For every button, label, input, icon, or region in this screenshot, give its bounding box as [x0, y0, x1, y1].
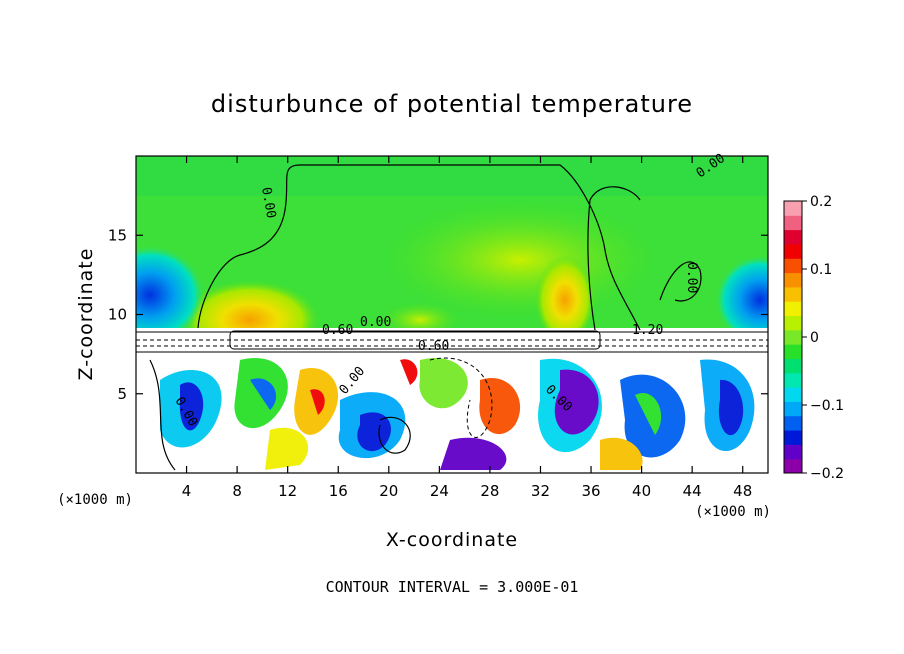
- x-tick-label: 4: [182, 482, 192, 500]
- colorbar-tick-label: −0.1: [810, 398, 844, 414]
- colorbar-swatch: [784, 372, 802, 388]
- colorbar-swatch: [784, 286, 802, 302]
- x-axis-label: X-coordinate: [386, 529, 518, 551]
- x-tick-label: 32: [531, 482, 550, 500]
- colorbar-swatch: [784, 201, 802, 216]
- heatmap-field: [136, 156, 768, 473]
- colorbar-ticks: 0.2 0.1 0 −0.1 −0.2: [802, 194, 844, 482]
- colorbar-swatch: [784, 430, 802, 445]
- contour-label: 0.60: [418, 339, 449, 354]
- x-tick-label: 36: [581, 482, 600, 500]
- x-tick-label: 16: [329, 482, 348, 500]
- x-tick-label: 24: [430, 482, 449, 500]
- contour-label: 1.20: [632, 323, 663, 338]
- colorbar-tick-label: 0: [810, 330, 819, 346]
- colorbar-swatch: [784, 415, 802, 431]
- colorbar: [783, 200, 803, 474]
- contour-label: 0.00: [360, 315, 391, 330]
- colorbar-swatch: [784, 401, 802, 417]
- colorbar-swatch: [784, 315, 802, 331]
- y-axis-ticks: 5 10 15: [108, 226, 768, 403]
- chart-title: disturbunce of potential temperature: [211, 90, 693, 118]
- colorbar-swatch: [784, 358, 802, 374]
- x-tick-label: 40: [632, 482, 651, 500]
- x-tick-label: 20: [379, 482, 398, 500]
- x-tick-label: 12: [278, 482, 297, 500]
- contour-interval-note: CONTOUR INTERVAL = 3.000E-01: [326, 578, 579, 596]
- x-axis-unit-right: (×1000 m): [695, 504, 771, 520]
- colorbar-swatch: [784, 258, 802, 274]
- colorbar-swatch: [784, 243, 802, 259]
- x-tick-label: 48: [733, 482, 752, 500]
- x-tick-label: 8: [232, 482, 242, 500]
- colorbar-swatch: [784, 329, 802, 345]
- x-axis-unit-left: (×1000 m): [57, 492, 133, 508]
- colorbar-swatch: [784, 344, 802, 359]
- colorbar-swatch: [784, 444, 802, 460]
- colorbar-swatch: [784, 229, 802, 245]
- colorbar-tick-label: −0.2: [810, 466, 844, 482]
- x-tick-label: 28: [480, 482, 499, 500]
- y-axis-label: Z-coordinate: [75, 248, 97, 381]
- y-tick-label: 5: [117, 385, 127, 403]
- colorbar-tick-label: 0.2: [810, 194, 832, 210]
- colorbar-swatch: [784, 215, 802, 231]
- colorbar-swatch: [784, 301, 802, 317]
- contour-label: 0.00: [258, 186, 278, 219]
- x-tick-label: 44: [683, 482, 702, 500]
- colorbar-swatch: [784, 387, 802, 402]
- colorbar-tick-label: 0.1: [810, 262, 832, 278]
- y-tick-label: 10: [108, 306, 127, 324]
- colorbar-swatch: [784, 272, 802, 288]
- contour-label: 0.60: [322, 323, 353, 338]
- x-axis-ticks: 4 8 12 16 20 24 28 32 36 40 44 48: [182, 156, 752, 500]
- y-tick-label: 15: [108, 226, 127, 244]
- colorbar-swatch: [784, 458, 802, 474]
- contour-label: 0.00: [684, 262, 699, 293]
